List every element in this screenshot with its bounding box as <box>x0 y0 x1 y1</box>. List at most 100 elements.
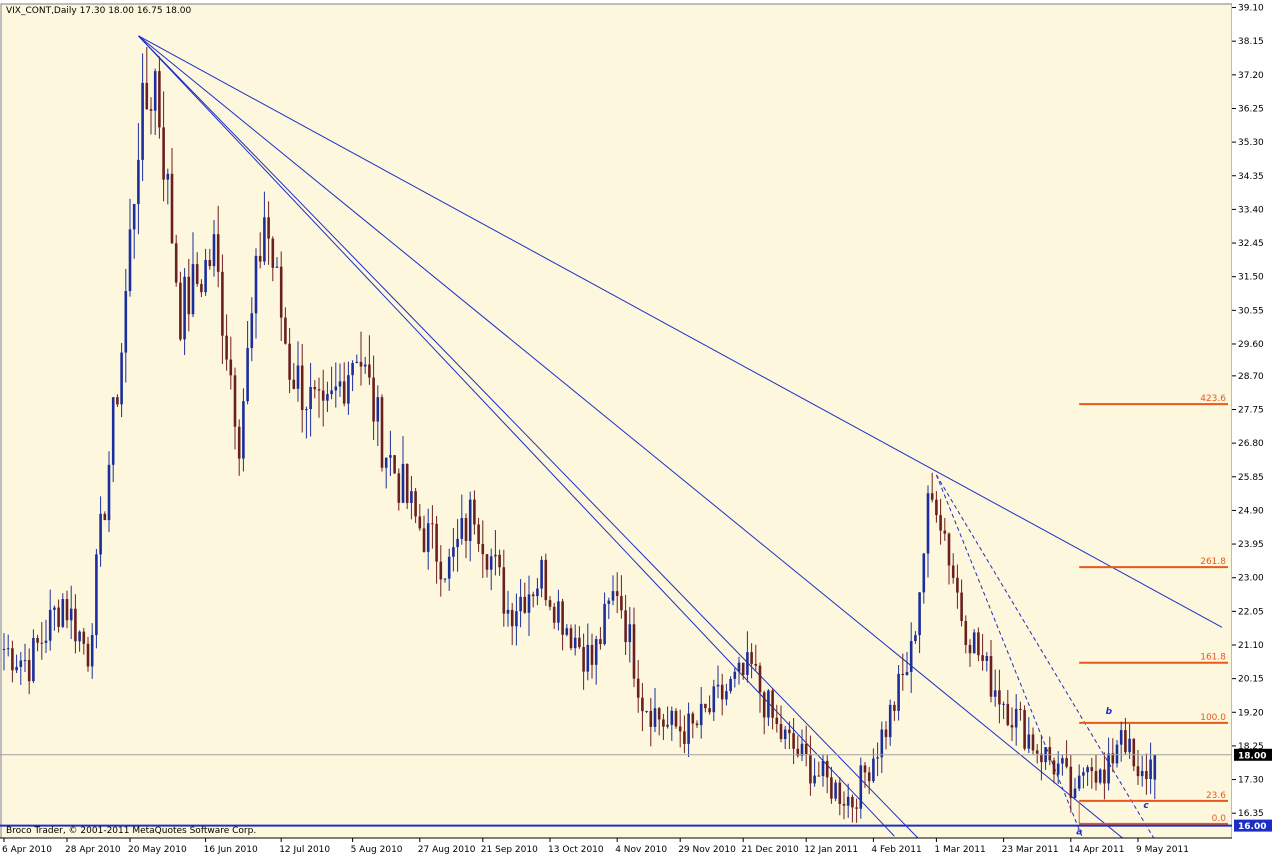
current-price-label: 18.00 <box>1238 751 1266 761</box>
candle-body <box>170 173 174 244</box>
candle <box>1061 754 1064 776</box>
time-tick-label: 29 Nov 2010 <box>678 845 736 855</box>
candle-body <box>804 743 808 755</box>
candle-body <box>725 691 728 700</box>
candle <box>204 248 207 296</box>
candle-body <box>1027 734 1031 749</box>
time-tick-label: 12 Jan 2011 <box>804 845 858 855</box>
candle-body <box>653 708 657 727</box>
candle <box>351 360 354 392</box>
candle <box>65 590 69 629</box>
time-tick-label: 1 Mar 2011 <box>934 845 985 855</box>
candle <box>258 232 262 269</box>
candle-body <box>632 624 636 679</box>
candle <box>817 761 821 777</box>
candle-body <box>1128 738 1131 753</box>
candle <box>342 362 346 407</box>
candle <box>48 589 52 651</box>
candle-body <box>863 765 867 773</box>
candle <box>628 606 632 663</box>
candle <box>733 667 737 688</box>
candle-body <box>69 608 73 621</box>
candle-body <box>582 647 585 672</box>
candle-body <box>1103 769 1106 784</box>
candle <box>326 381 329 413</box>
candle <box>99 496 102 567</box>
candle <box>111 397 115 483</box>
fib-level-label: 23.6 <box>1206 791 1226 801</box>
candle <box>607 597 611 619</box>
price-tick-label: 36.25 <box>1238 104 1264 114</box>
candle <box>788 721 791 750</box>
candle-body <box>166 173 170 180</box>
candle <box>57 599 60 633</box>
candle <box>998 669 1001 724</box>
candle <box>863 761 867 789</box>
candle-body <box>720 684 724 700</box>
candle <box>489 548 493 591</box>
candle <box>666 706 669 729</box>
candle-body <box>481 543 485 555</box>
candle <box>830 766 833 804</box>
candle <box>569 624 573 651</box>
fib-level-label: 423.6 <box>1200 394 1226 404</box>
time-tick-label: 13 Oct 2010 <box>548 845 604 855</box>
candle <box>250 297 254 362</box>
candle <box>11 640 14 683</box>
candle-body <box>662 719 665 727</box>
candle <box>834 779 837 802</box>
candle-body <box>569 628 573 649</box>
candle-body <box>1031 734 1035 751</box>
candle-body <box>473 499 476 525</box>
candle-body <box>800 743 804 756</box>
candle <box>771 688 774 730</box>
candle <box>867 766 871 795</box>
candle <box>1069 754 1073 813</box>
candle <box>363 356 367 374</box>
candle-body <box>884 729 888 738</box>
time-axis[interactable]: 6 Apr 2010 28 Apr 2010 20 May 2010 16 Jun 2… <box>0 837 1232 856</box>
support-price-badge <box>1234 819 1272 832</box>
candle <box>893 701 896 721</box>
candle <box>1136 750 1140 785</box>
wave-dash-line-2 <box>935 474 1160 848</box>
candle-body <box>750 652 753 664</box>
candle <box>775 704 779 733</box>
candle-body <box>510 609 514 627</box>
candle <box>95 549 98 649</box>
candle-body <box>876 757 879 759</box>
candle-body <box>846 796 850 806</box>
candle-body <box>397 473 401 503</box>
time-tick-label: 23 Mar 2011 <box>1002 845 1059 855</box>
fibonacci-levels[interactable]: 423.6 261.8 161.8 100.0 23.6 0.0 <box>1078 394 1228 825</box>
candle-body <box>321 390 325 401</box>
candle <box>678 709 682 748</box>
candle <box>384 457 388 489</box>
candle <box>565 624 569 637</box>
candle-body <box>733 671 737 679</box>
candle-body <box>431 523 434 525</box>
candle-body <box>27 660 31 682</box>
candle <box>309 362 312 437</box>
price-lines <box>0 754 1232 827</box>
candle-body <box>195 264 199 284</box>
candle <box>1077 764 1081 792</box>
candle <box>729 676 732 694</box>
price-axis[interactable]: 39.10 38.15 37.20 36.25 35.30 34.35 33.40 32.45… <box>1232 0 1274 856</box>
candle-body <box>1136 766 1140 777</box>
candle <box>527 575 531 636</box>
candle-body <box>989 656 993 697</box>
candle-body <box>1014 708 1018 728</box>
candle <box>149 97 153 135</box>
candle-body <box>372 377 375 422</box>
price-tick-label: 33.40 <box>1238 205 1264 215</box>
price-tick-label: 29.60 <box>1238 340 1264 350</box>
candle-body <box>817 775 821 777</box>
candle-body <box>334 386 338 391</box>
candle <box>246 320 249 405</box>
candle-body <box>347 375 350 404</box>
trendline-2 <box>138 35 1147 858</box>
candle-body <box>368 364 371 378</box>
